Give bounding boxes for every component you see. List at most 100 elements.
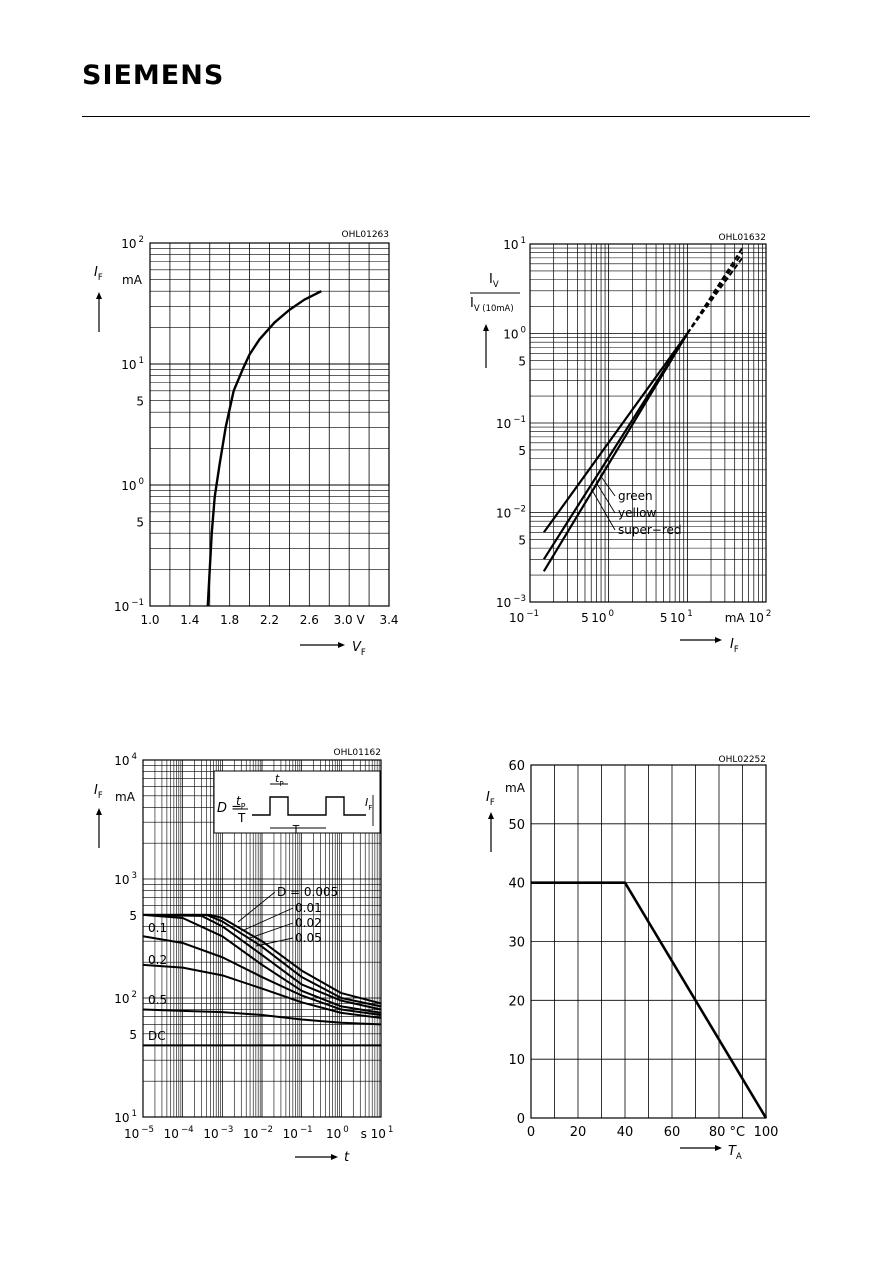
plot-frame (529, 243, 767, 603)
y-tick-label: 10 1 (503, 236, 526, 252)
x-tick-label: 5 (581, 611, 589, 625)
inset-tp-label: tP (275, 772, 284, 788)
y-axis-arrow-head (96, 292, 102, 299)
pulse-curve-2 (142, 913, 382, 1011)
chart-code: OHL02252 (719, 755, 767, 765)
pulse-inset-box (213, 770, 381, 834)
x-tick-label: 3.4 (379, 613, 398, 627)
curve-label: 0.5 (148, 993, 167, 1007)
y-unit-label: mA (115, 790, 136, 804)
y-tick-label: 60 (508, 759, 525, 774)
legend-leader (591, 489, 616, 531)
y-label-denominator: IV (10mA) (470, 296, 514, 313)
curve-leader (255, 937, 294, 947)
y-axis-arrow-head (483, 324, 489, 331)
inset-formula: D = (217, 801, 242, 816)
x-tick-label: 10 −5 (124, 1125, 154, 1141)
x-tick-label: 80 °C (709, 1125, 745, 1140)
series-dashed-0 (686, 257, 744, 335)
x-tick-label: 10 1 (670, 609, 693, 625)
curve-leader (243, 907, 294, 931)
y-axis-label: IF (94, 265, 103, 282)
pulse-curve-4 (142, 935, 382, 1016)
y-tick-label: 5 (518, 444, 526, 458)
x-tick-label: 1.4 (180, 613, 199, 627)
x-tick-label: s 10 1 (361, 1125, 394, 1141)
y-tick-label: 10 −1 (496, 415, 526, 431)
inset-tp-numerator: tP (236, 794, 246, 811)
x-tick-label: 1.8 (220, 613, 239, 627)
series-dashed-2 (686, 247, 744, 335)
y-tick-label: 10 0 (503, 326, 526, 342)
y-tick-label: 10 0 (121, 477, 144, 493)
legend-label: yellow (618, 506, 656, 520)
x-tick-label: 1.0 (140, 613, 159, 627)
y-axis-arrow-head (96, 808, 102, 815)
x-tick-label: 10 2 (749, 609, 772, 625)
series-line-2 (542, 332, 689, 572)
if-vf-curve (206, 290, 322, 607)
y-tick-label: 5 (136, 394, 144, 408)
x-tick-label: 40 (617, 1125, 634, 1140)
x-tick-label: 10 −4 (164, 1125, 194, 1141)
y-unit-label: mA (122, 273, 143, 287)
x-axis-label: VF (352, 640, 366, 657)
x-axis-label: t (344, 1150, 350, 1165)
y-tick-label: 40 (508, 877, 525, 892)
plot-frame (149, 242, 390, 607)
x-axis-label: TA (728, 1144, 742, 1161)
y-label-numerator: IV (489, 272, 499, 289)
y-tick-label: 10 1 (114, 1109, 137, 1125)
siemens-logo: SIEMENS (82, 60, 225, 91)
pulse-curve-0 (143, 913, 382, 1005)
header-rule (82, 116, 810, 117)
pulse-curve-6 (142, 1008, 382, 1026)
chart-code: OHL01263 (342, 230, 390, 240)
pulse-curve-1 (143, 913, 382, 1008)
x-axis-arrow-head (715, 637, 722, 643)
curve-leader (249, 922, 294, 939)
x-axis-label: IF (730, 637, 739, 654)
x-tick-label: 5 (660, 611, 668, 625)
curve-label: 0.01 (295, 901, 322, 915)
y-tick-label: 5 (518, 533, 526, 547)
chart-code: OHL01162 (334, 748, 382, 758)
y-tick-label: 10 2 (114, 990, 137, 1006)
y-tick-label: 50 (508, 818, 525, 833)
x-tick-label: 2.6 (300, 613, 319, 627)
inset-T-label: T (292, 823, 300, 836)
y-tick-label: 10 1 (121, 356, 144, 372)
curve-label: 0.1 (148, 921, 167, 935)
derating-curve (531, 881, 768, 1119)
y-tick-label: 10 −3 (496, 594, 526, 610)
y-tick-label: 10 4 (114, 752, 137, 768)
plot-frame (142, 759, 382, 1118)
legend-label: green (618, 489, 653, 503)
y-tick-label: 20 (508, 994, 525, 1009)
y-tick-label: 5 (136, 515, 144, 529)
y-tick-label: 10 −1 (114, 598, 144, 614)
curve-label: 0.05 (295, 931, 322, 945)
x-axis-arrow-head (331, 1154, 338, 1160)
x-axis-arrow-head (715, 1145, 722, 1151)
legend-label: super−red (618, 523, 682, 537)
y-tick-label: 5 (129, 1028, 137, 1042)
x-tick-label: 3.0 V (334, 613, 366, 627)
x-tick-label: 0 (527, 1125, 535, 1140)
x-tick-label: 10 −2 (243, 1125, 273, 1141)
series-dashed-1 (686, 252, 744, 335)
x-tick-label: mA (725, 611, 746, 625)
inset-IF-label: IF (365, 796, 372, 812)
y-tick-label: 30 (508, 936, 525, 951)
pulse-curve-5 (142, 963, 382, 1019)
x-axis-arrow-head (338, 642, 345, 648)
x-tick-label: 10 −1 (509, 609, 539, 625)
curve-leader (237, 891, 276, 923)
x-tick-label: 10 −1 (283, 1125, 313, 1141)
y-axis-label: IF (486, 790, 495, 807)
y-unit-label: mA (505, 781, 526, 795)
curve-label: 0.2 (148, 953, 167, 967)
